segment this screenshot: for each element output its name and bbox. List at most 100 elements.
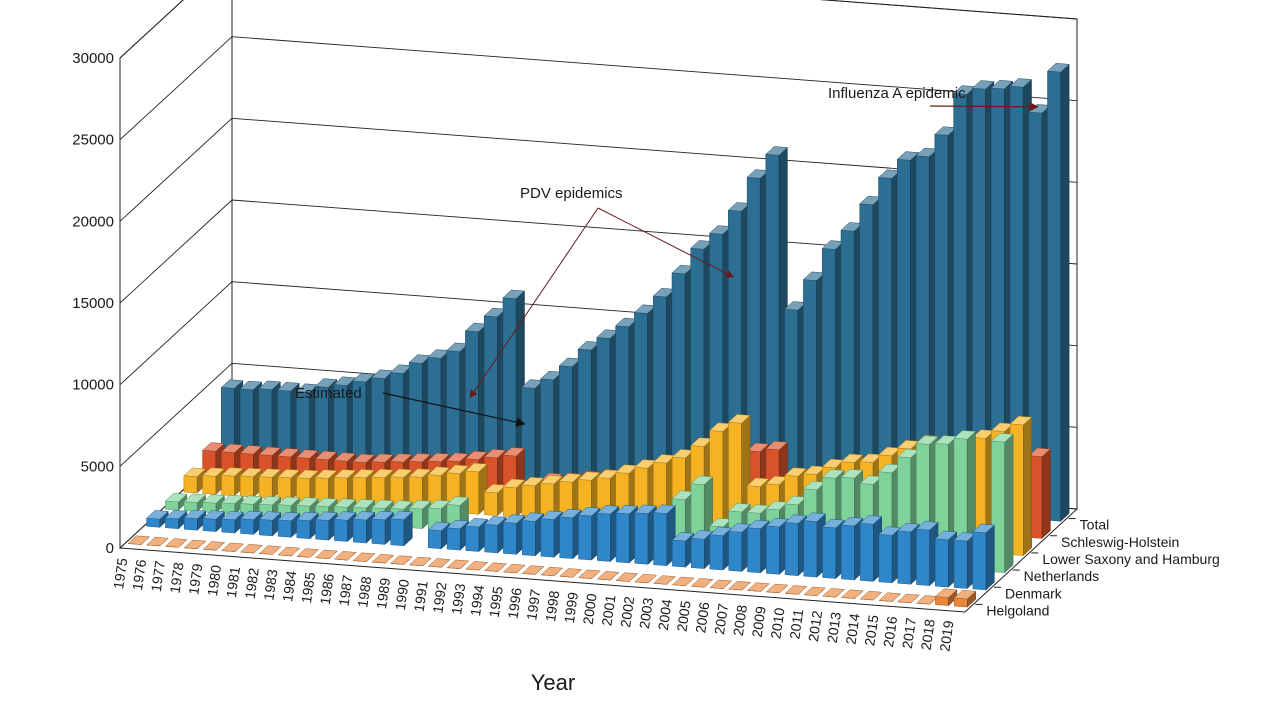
bar-top	[502, 478, 526, 489]
bar	[765, 517, 789, 575]
x-tick-label: 1998	[542, 589, 562, 622]
bar-top	[484, 562, 507, 572]
bar-top	[202, 541, 226, 551]
x-tick-label: 1981	[223, 565, 243, 598]
x-tick-label: 1978	[167, 561, 187, 594]
bar-top	[465, 518, 488, 528]
bar-top	[990, 433, 1014, 443]
bar	[577, 506, 601, 561]
bar	[934, 588, 958, 607]
bar	[728, 581, 751, 591]
y-tick-label: 5000	[81, 458, 114, 475]
x-tick-label: 1990	[392, 578, 412, 611]
bar-front	[747, 527, 761, 574]
bar	[559, 508, 582, 560]
bar-top	[840, 517, 864, 527]
bar-front	[559, 365, 573, 485]
bar	[314, 469, 338, 504]
bar-top	[502, 514, 526, 524]
x-tick-label: 1997	[523, 588, 543, 621]
bar-top	[427, 521, 451, 531]
bar-front	[972, 531, 987, 591]
bar	[446, 559, 470, 569]
bar	[183, 539, 207, 550]
bar-top	[558, 473, 582, 483]
series-label: Denmark	[1005, 585, 1063, 601]
bar-front	[897, 530, 912, 585]
bar	[653, 575, 676, 585]
x-tick-label: 1989	[373, 577, 393, 610]
bar-top	[277, 496, 301, 506]
bar-top	[540, 510, 564, 520]
bar-front	[183, 517, 198, 531]
bar	[390, 510, 413, 547]
bar-top	[859, 515, 883, 525]
x-tick-label: 2004	[655, 598, 675, 631]
bar-top	[389, 468, 413, 478]
y-tick-label: 20000	[72, 213, 114, 230]
bar-front	[502, 486, 517, 518]
bar-top	[446, 452, 469, 462]
bar-front	[935, 538, 949, 588]
bar	[371, 554, 395, 564]
x-tick-label: 1980	[204, 564, 224, 597]
bar-front	[277, 519, 292, 538]
bar-front	[296, 519, 311, 539]
bar	[521, 476, 545, 520]
bar-top	[596, 505, 620, 515]
bar-top	[596, 571, 620, 581]
bar-front	[484, 491, 498, 516]
bar-front	[390, 518, 405, 547]
bar	[465, 561, 489, 571]
x-tick-label: 1999	[561, 591, 581, 624]
bar-top	[653, 504, 676, 514]
bar-top	[446, 519, 470, 530]
bar	[916, 595, 939, 605]
bar	[164, 493, 188, 511]
bar-top	[465, 561, 489, 571]
x-tick-label: 2008	[730, 604, 750, 637]
bar-front	[221, 474, 235, 497]
bar-top	[295, 449, 319, 459]
bar-front	[615, 325, 630, 489]
bar-top	[897, 593, 920, 604]
bar-top	[352, 453, 375, 463]
bar-top	[521, 476, 545, 487]
bar-top	[727, 414, 751, 424]
bar	[615, 317, 638, 490]
bar-series	[127, 63, 1070, 608]
bar-top	[164, 493, 188, 503]
bar-front	[240, 475, 254, 498]
bar-top	[878, 526, 902, 536]
bar	[972, 523, 995, 591]
bar-top	[371, 554, 395, 564]
x-tick-label: 1982	[242, 567, 262, 600]
bar-top	[352, 469, 376, 479]
bar-top	[916, 595, 939, 605]
bar	[897, 593, 920, 604]
bar-top	[709, 526, 733, 536]
floor-front-edge	[119, 547, 966, 613]
bar	[258, 545, 282, 555]
bar	[202, 541, 226, 551]
bar-top	[333, 469, 357, 479]
bar-top	[1009, 78, 1033, 88]
bar	[221, 542, 244, 552]
bar-top	[784, 514, 808, 524]
bar-top	[408, 468, 432, 478]
bar-top	[803, 512, 826, 522]
bar	[352, 511, 376, 544]
annotation-arrow	[597, 207, 734, 278]
bar-top	[202, 494, 225, 504]
bar-front	[559, 516, 574, 559]
bar-top	[427, 499, 451, 510]
x-tick-label: 2015	[861, 614, 881, 647]
y-tick-label: 0	[106, 540, 114, 557]
bar-front	[859, 522, 874, 582]
bar-top	[333, 511, 357, 521]
bar-front	[540, 378, 554, 484]
bar-top	[183, 539, 207, 550]
bar	[258, 468, 282, 500]
bar-front	[577, 348, 592, 486]
annotation-influenza: Influenza A epidemic	[828, 85, 966, 102]
